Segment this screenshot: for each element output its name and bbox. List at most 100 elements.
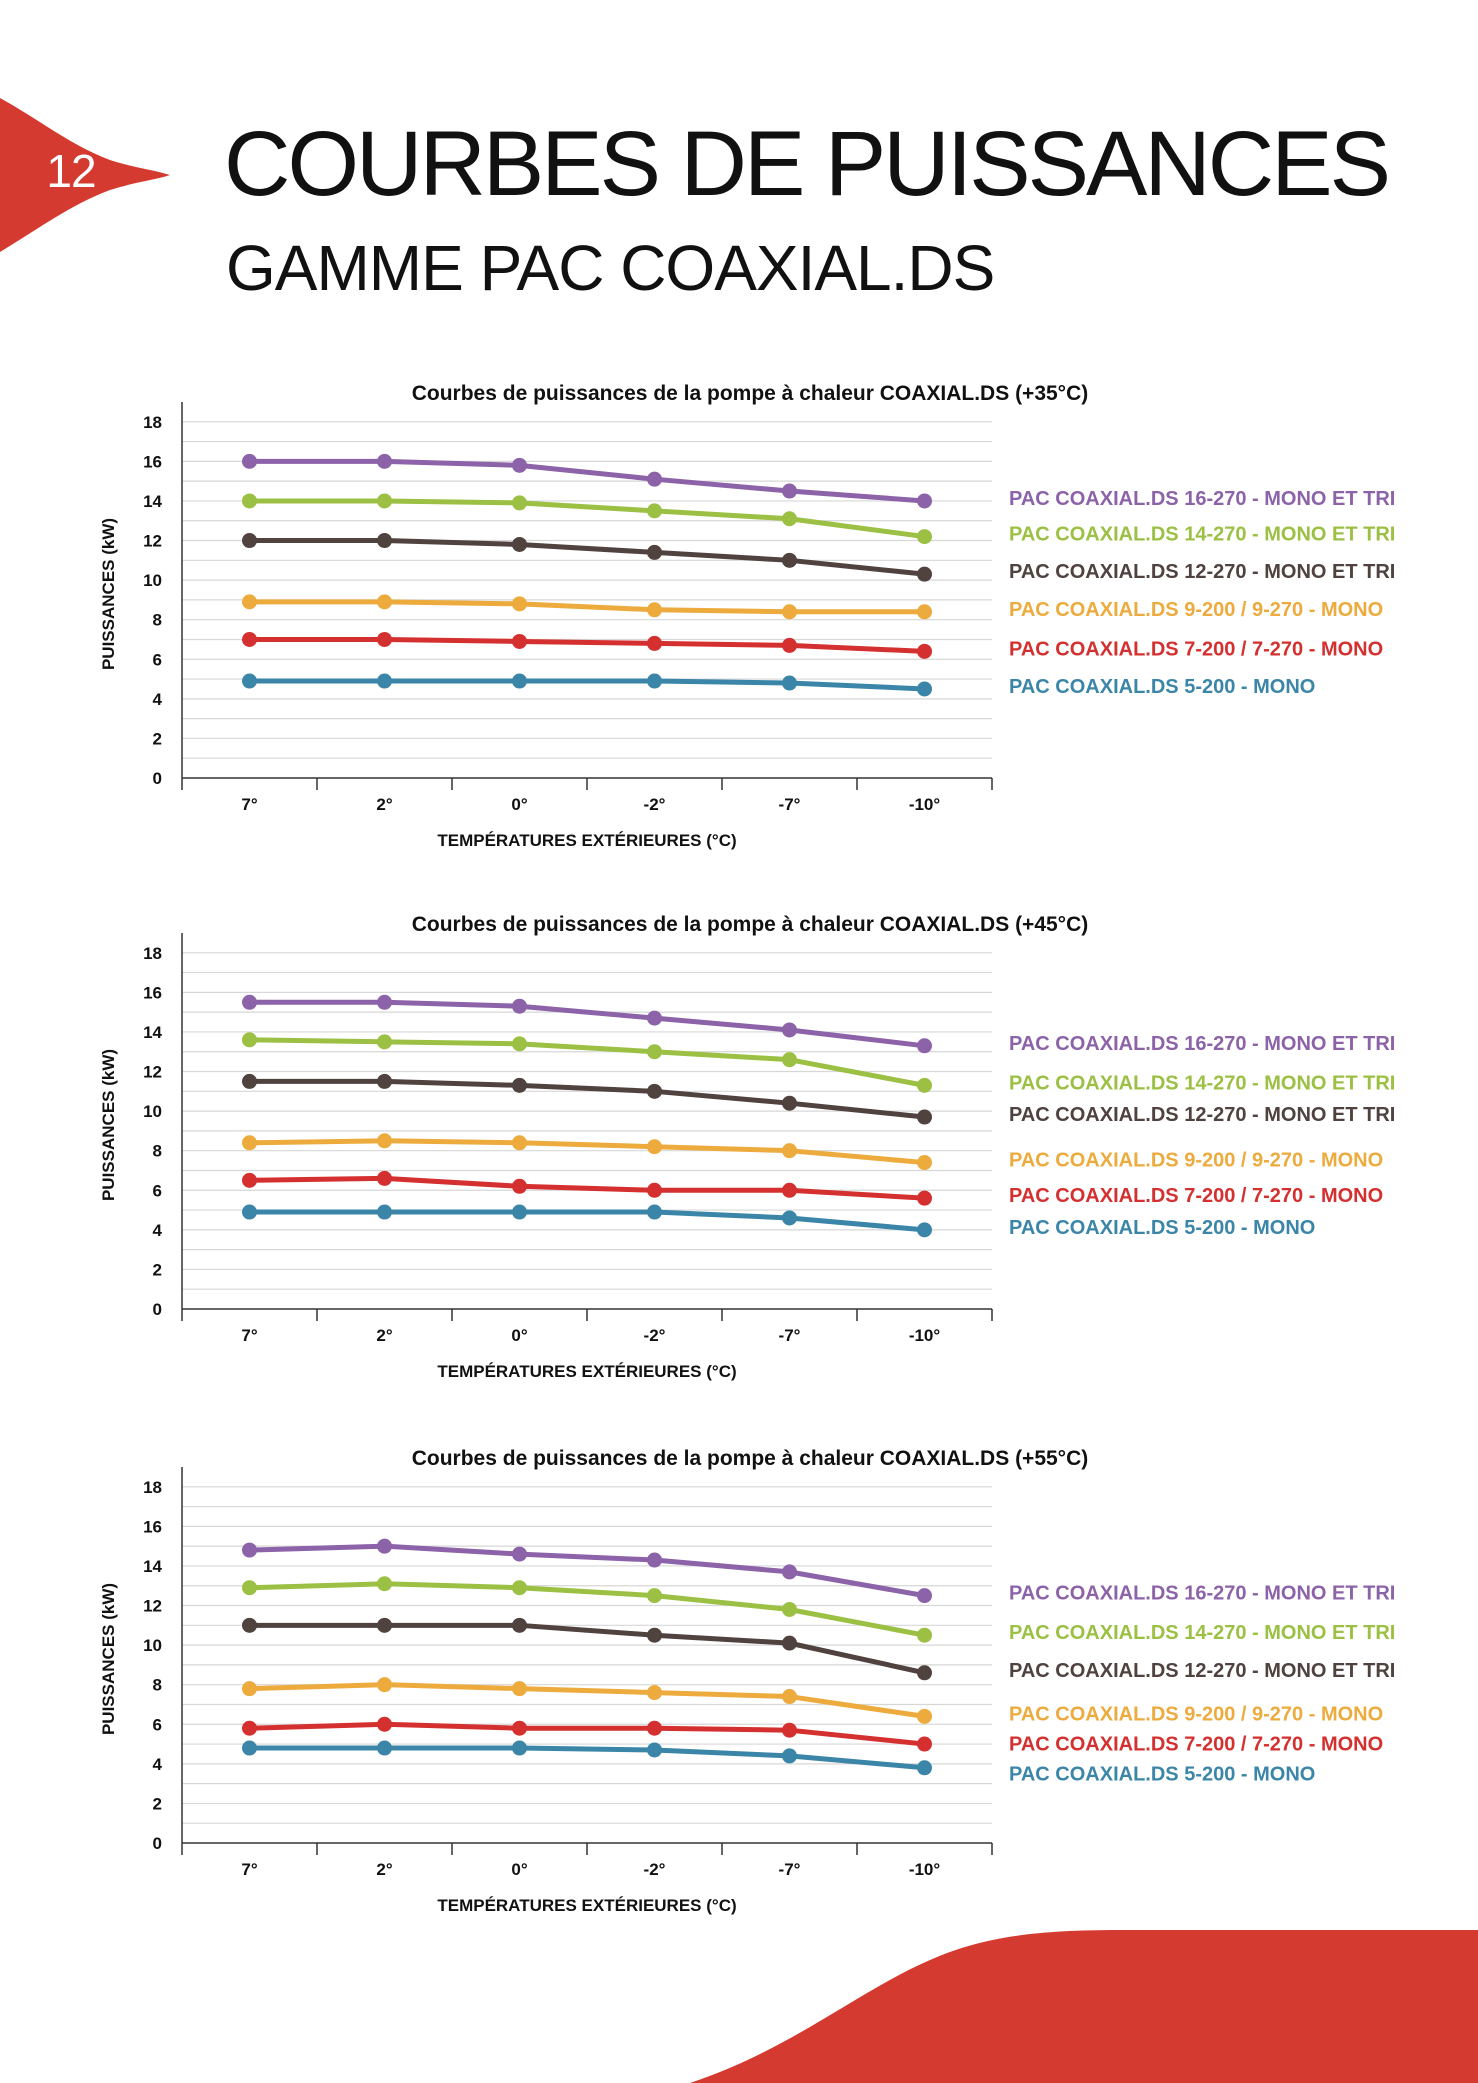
data-point (917, 1038, 932, 1054)
data-point (647, 1044, 662, 1060)
data-point (647, 1182, 662, 1198)
legend-label: PAC COAXIAL.DS 7-200 / 7-270 - MONO (1009, 638, 1383, 660)
data-point (242, 1172, 257, 1188)
data-point (647, 1685, 662, 1701)
x-tick-label: 7° (241, 795, 257, 814)
series-line (247, 498, 927, 540)
data-point (917, 1222, 932, 1238)
y-tick-label: 6 (153, 650, 162, 669)
data-point (782, 552, 797, 568)
data-point (512, 633, 527, 649)
series-line (247, 1721, 927, 1747)
series-line (247, 1622, 927, 1676)
data-point (377, 631, 392, 647)
data-point (782, 1601, 797, 1617)
y-tick-label: 2 (153, 1794, 162, 1813)
data-point (647, 602, 662, 618)
y-tick-label: 2 (153, 1260, 162, 1279)
data-point (242, 994, 257, 1010)
data-point (242, 1204, 257, 1220)
data-point (782, 1689, 797, 1705)
y-tick-label: 8 (153, 1142, 162, 1161)
y-axis-label: PUISSANCES (kW) (99, 1049, 118, 1201)
data-point (512, 1204, 527, 1220)
data-point (242, 533, 257, 549)
legend-label: PAC COAXIAL.DS 16-270 - MONO ET TRI (1009, 488, 1395, 510)
data-point (377, 673, 392, 689)
data-point (242, 493, 257, 509)
data-point (917, 1155, 932, 1171)
x-axis-label: TEMPÉRATURES EXTÉRIEURES (°C) (437, 1896, 736, 1915)
series-line (247, 1078, 927, 1120)
y-tick-label: 16 (143, 452, 162, 471)
data-point (377, 1204, 392, 1220)
series-line (247, 636, 927, 654)
data-point (917, 1627, 932, 1643)
data-point (242, 1580, 257, 1596)
data-point (512, 1580, 527, 1596)
data-point (647, 1742, 662, 1758)
legend-label: PAC COAXIAL.DS 7-200 / 7-270 - MONO (1009, 1733, 1383, 1755)
data-point (512, 1546, 527, 1562)
data-point (917, 1588, 932, 1604)
data-point (377, 1617, 392, 1633)
legend-label: PAC COAXIAL.DS 7-200 / 7-270 - MONO (1009, 1185, 1383, 1207)
data-point (782, 511, 797, 527)
x-tick-label: -2° (644, 795, 666, 814)
data-point (647, 1627, 662, 1643)
data-point (377, 1170, 392, 1186)
data-point (377, 453, 392, 469)
data-point (782, 1052, 797, 1068)
chart-35c: Courbes de puissances de la pompe à chal… (90, 370, 1410, 870)
chart-45c-svg: Courbes de puissances de la pompe à chal… (99, 913, 1395, 1381)
legend-label: PAC COAXIAL.DS 5-200 - MONO (1009, 1217, 1315, 1239)
data-point (242, 1740, 257, 1756)
data-point (647, 1083, 662, 1099)
data-point (512, 457, 527, 473)
x-tick-label: 0° (511, 795, 527, 814)
y-tick-label: 10 (143, 1636, 162, 1655)
y-tick-label: 4 (153, 1221, 163, 1240)
x-tick-label: -2° (644, 1860, 666, 1879)
data-point (242, 1617, 257, 1633)
y-tick-label: 16 (143, 983, 162, 1002)
data-point (917, 1708, 932, 1724)
page-title: COURBES DE PUISSANCES (224, 113, 1391, 215)
data-point (782, 1095, 797, 1111)
data-point (377, 594, 392, 610)
chart-45c: Courbes de puissances de la pompe à chal… (90, 901, 1410, 1401)
data-point (512, 1681, 527, 1697)
data-point (512, 536, 527, 552)
data-point (512, 1077, 527, 1093)
series-line (247, 599, 927, 615)
y-tick-label: 0 (153, 1300, 162, 1319)
y-tick-label: 12 (143, 1597, 162, 1616)
data-point (647, 1139, 662, 1155)
data-point (647, 1552, 662, 1568)
y-tick-label: 8 (153, 1676, 162, 1695)
data-point (917, 1109, 932, 1125)
page-number: 12 (46, 145, 96, 197)
data-point (782, 604, 797, 620)
data-point (917, 681, 932, 697)
data-point (917, 493, 932, 509)
data-point (377, 1677, 392, 1693)
y-tick-label: 0 (153, 769, 162, 788)
legend-label: PAC COAXIAL.DS 12-270 - MONO ET TRI (1009, 561, 1395, 583)
data-point (917, 1665, 932, 1681)
data-point (782, 675, 797, 691)
legend-label: PAC COAXIAL.DS 9-200 / 9-270 - MONO (1009, 1703, 1383, 1725)
data-point (782, 1210, 797, 1226)
legend-label: PAC COAXIAL.DS 16-270 - MONO ET TRI (1009, 1033, 1395, 1055)
y-axis-label: PUISSANCES (kW) (99, 1583, 118, 1735)
data-point (242, 1032, 257, 1048)
x-tick-label: 0° (511, 1326, 527, 1345)
chart-55c-svg: Courbes de puissances de la pompe à chal… (99, 1447, 1395, 1915)
y-tick-label: 10 (143, 571, 162, 590)
data-point (512, 495, 527, 511)
y-tick-label: 16 (143, 1517, 162, 1536)
x-tick-label: -7° (779, 795, 801, 814)
data-point (782, 483, 797, 499)
data-point (782, 1022, 797, 1038)
